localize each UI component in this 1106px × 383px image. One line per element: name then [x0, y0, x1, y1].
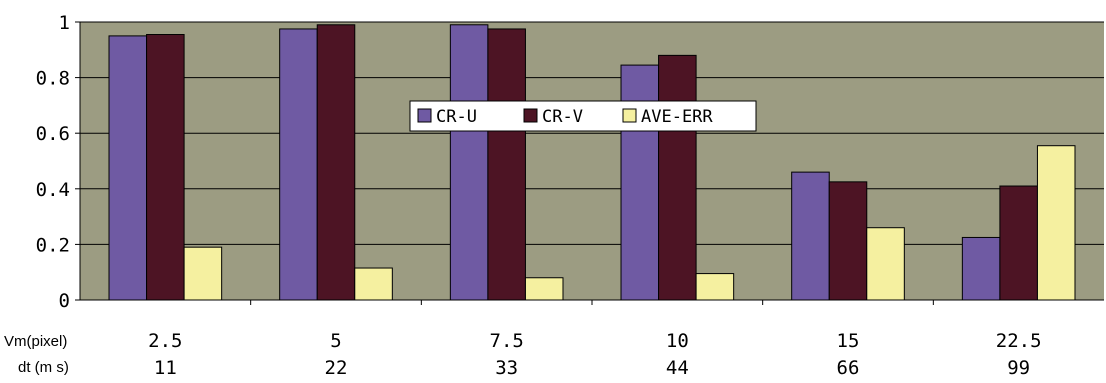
- row-label-dt: dt (m s): [18, 359, 69, 376]
- bar-cr-u: [620, 64, 660, 301]
- bar-ave-err: [524, 277, 564, 301]
- legend-box: [409, 100, 757, 132]
- category-label-vm: 15: [837, 330, 860, 352]
- gridlines: [80, 21, 1104, 245]
- category-label-vm: 7.5: [490, 330, 524, 352]
- y-tick-label: 0: [59, 290, 70, 312]
- y-tick-labels: 0 0.2 0.4 0.6 0.8 1: [36, 12, 70, 312]
- bar-ave-err: [695, 273, 735, 301]
- category-label-vm: 22.5: [996, 330, 1042, 352]
- legend-label-cr-v: CR-V: [542, 107, 583, 127]
- bar-cr-v: [658, 54, 697, 301]
- bar-cr-v: [828, 181, 868, 301]
- plot-area: [80, 22, 1104, 300]
- bar-cr-u: [961, 236, 1001, 301]
- bar-cr-u: [108, 35, 148, 301]
- bar-ave-err: [1036, 145, 1076, 301]
- y-tick-label: 1: [59, 12, 70, 34]
- legend-swatch-cr-u: [417, 108, 432, 123]
- category-label-dt: 33: [495, 357, 518, 379]
- y-tick-label: 0.8: [36, 68, 70, 90]
- bar-ave-err: [183, 246, 223, 301]
- category-label-dt: 99: [1007, 357, 1030, 379]
- legend-label-ave-err: AVE-ERR: [641, 107, 713, 127]
- category-label-vm: 5: [330, 330, 341, 352]
- bar-cr-v: [316, 24, 356, 301]
- row-label-vm: Vm(pixel): [4, 333, 67, 350]
- legend-swatch-ave-err: [622, 108, 637, 123]
- bar-ave-err: [866, 227, 905, 301]
- category-label-dt: 66: [837, 357, 860, 379]
- y-tick-label: 0.6: [36, 123, 70, 145]
- legend: CR-U CR-V AVE-ERR: [409, 100, 757, 132]
- legend-swatch-cr-v: [523, 108, 538, 123]
- axes: [75, 21, 1104, 305]
- category-label-vm: 10: [666, 330, 689, 352]
- bar-cr-u: [279, 28, 318, 301]
- bar-ave-err: [354, 267, 393, 301]
- category-label-vm: 2.5: [148, 330, 182, 352]
- category-label-dt: 44: [666, 357, 689, 379]
- category-label-dt: 11: [154, 357, 177, 379]
- bar-cr-u: [791, 171, 830, 301]
- legend-label-cr-u: CR-U: [436, 107, 477, 127]
- y-tick-label: 0.4: [36, 179, 70, 201]
- y-tick-label: 0.2: [36, 234, 70, 256]
- bar-cr-v: [487, 28, 526, 301]
- category-label-dt: 22: [325, 357, 348, 379]
- bar-cr-v: [146, 34, 185, 301]
- category-labels: 2.5 11 5 22 7.5 33 10 44 15 66 22.5 99: [148, 330, 1041, 379]
- bar-cr-u: [449, 24, 489, 301]
- bar-cr-v: [999, 185, 1038, 301]
